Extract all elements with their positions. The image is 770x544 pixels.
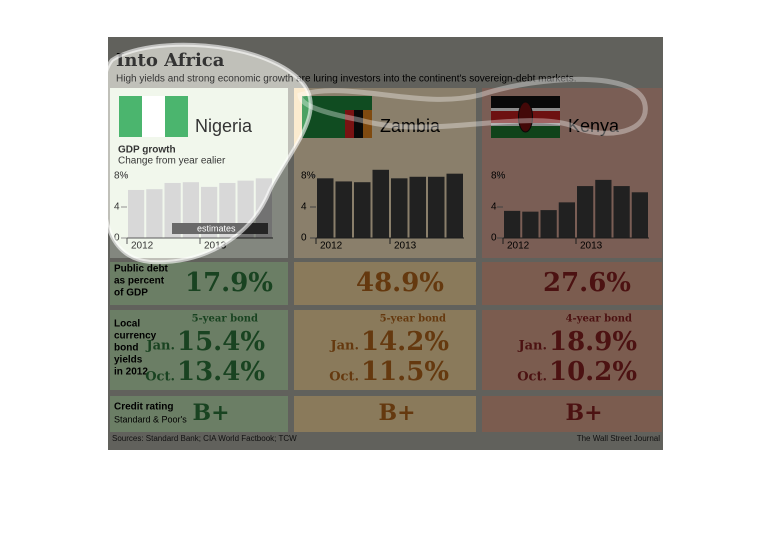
cell [110, 262, 288, 305]
row-label: Public debt [114, 264, 169, 275]
bar [391, 178, 408, 238]
bar [372, 169, 389, 238]
country-name: Zambia [380, 116, 441, 136]
oct-label: Oct. [145, 370, 175, 385]
jan-label: Jan. [329, 339, 359, 354]
flag-zambia-stripe [363, 110, 372, 138]
x-tick-label: 2013 [580, 241, 603, 252]
row-label: as percent [114, 276, 165, 287]
row-label: of GDP [114, 288, 148, 299]
y-tick-label: 4 [114, 202, 120, 213]
charts-and-table: Nigeria048%20122013estimatesZambia048%20… [114, 116, 649, 426]
row-label: currency [114, 331, 157, 342]
row-label: Local [114, 319, 140, 330]
bar [558, 202, 575, 238]
bond-term: 4-year bond [566, 314, 632, 325]
flag-zambia-stripe [345, 110, 354, 138]
debt-value: 48.9% [356, 268, 444, 298]
row-label: bond [114, 343, 138, 354]
x-tick-label: 2013 [394, 241, 417, 252]
bar [409, 176, 426, 238]
bar [428, 176, 445, 238]
bar [522, 211, 539, 238]
y-tick-label: 4 [301, 202, 307, 213]
bar [577, 186, 594, 238]
cell [482, 262, 662, 305]
flags [119, 96, 560, 138]
flag-nigeria-stripe [142, 96, 165, 137]
oct-value: 11.5% [361, 357, 449, 387]
dim-overlay [108, 37, 663, 450]
oct-label: Oct. [517, 370, 547, 385]
x-tick-label: 2012 [507, 241, 530, 252]
subtitle: High yields and strong economic growth a… [116, 74, 576, 85]
debt-value: 27.6% [543, 268, 631, 298]
jan-label: Jan. [145, 339, 175, 354]
rating: B+ [565, 400, 602, 426]
source: Sources: Standard Bank; CIA World Factbo… [112, 434, 297, 443]
row-label: Standard & Poor's [114, 414, 187, 424]
highlight [297, 76, 648, 136]
jan-value: 14.2% [361, 327, 449, 357]
infographic: Into Africa High yields and strong econo… [108, 37, 663, 450]
flag-kenya-shield [518, 101, 533, 133]
bar [146, 189, 163, 238]
x-tick-label: 2012 [131, 241, 154, 252]
cell [294, 262, 476, 305]
gdp-label: GDP growth [118, 145, 176, 156]
bar [317, 178, 334, 238]
oct-value: 10.2% [549, 357, 637, 387]
row-label: Credit rating [114, 402, 173, 413]
annotation: estimates [197, 223, 236, 233]
jan-value: 15.4% [177, 327, 265, 357]
bar [595, 179, 612, 238]
cell [294, 396, 476, 432]
cell [110, 310, 288, 390]
bar [128, 189, 145, 238]
jan-label: Jan. [517, 339, 547, 354]
rating: B+ [192, 400, 229, 426]
rating: B+ [378, 400, 415, 426]
gdp-sublabel: Change from year ealier [118, 156, 226, 167]
y-tick-label: 4 [491, 202, 497, 213]
row-label: in 2012 [114, 367, 148, 378]
bar [613, 186, 630, 238]
bar [354, 182, 371, 238]
country-name: Nigeria [195, 116, 253, 136]
x-tick-label: 2012 [320, 241, 343, 252]
title: Into Africa [116, 50, 225, 71]
bond-term: 5-year bond [380, 314, 446, 325]
annotation-bg [172, 223, 268, 234]
country-name: Kenya [568, 116, 620, 136]
credit: The Wall Street Journal [577, 434, 661, 443]
bar [504, 210, 521, 238]
oct-value: 13.4% [177, 357, 265, 387]
y-tick-label: 0 [301, 233, 307, 244]
debt-value: 17.9% [185, 268, 273, 298]
jan-value: 18.9% [549, 327, 637, 357]
cell [482, 310, 662, 390]
cell [294, 310, 476, 390]
bond-term: 5-year bond [192, 314, 258, 325]
cell [482, 396, 662, 432]
y-tick-label: 8% [301, 171, 316, 182]
y-tick-label: 0 [114, 233, 120, 244]
oct-label: Oct. [329, 370, 359, 385]
bar [335, 181, 352, 238]
x-tick-label: 2013 [204, 241, 227, 252]
y-tick-label: 0 [491, 233, 497, 244]
flag-zambia-stripe [354, 110, 363, 138]
rows [110, 262, 662, 432]
highlight [100, 42, 313, 265]
row-label: yields [114, 355, 143, 366]
cell [110, 396, 288, 432]
bar [446, 173, 463, 238]
bar [540, 210, 557, 238]
bar [631, 192, 648, 238]
